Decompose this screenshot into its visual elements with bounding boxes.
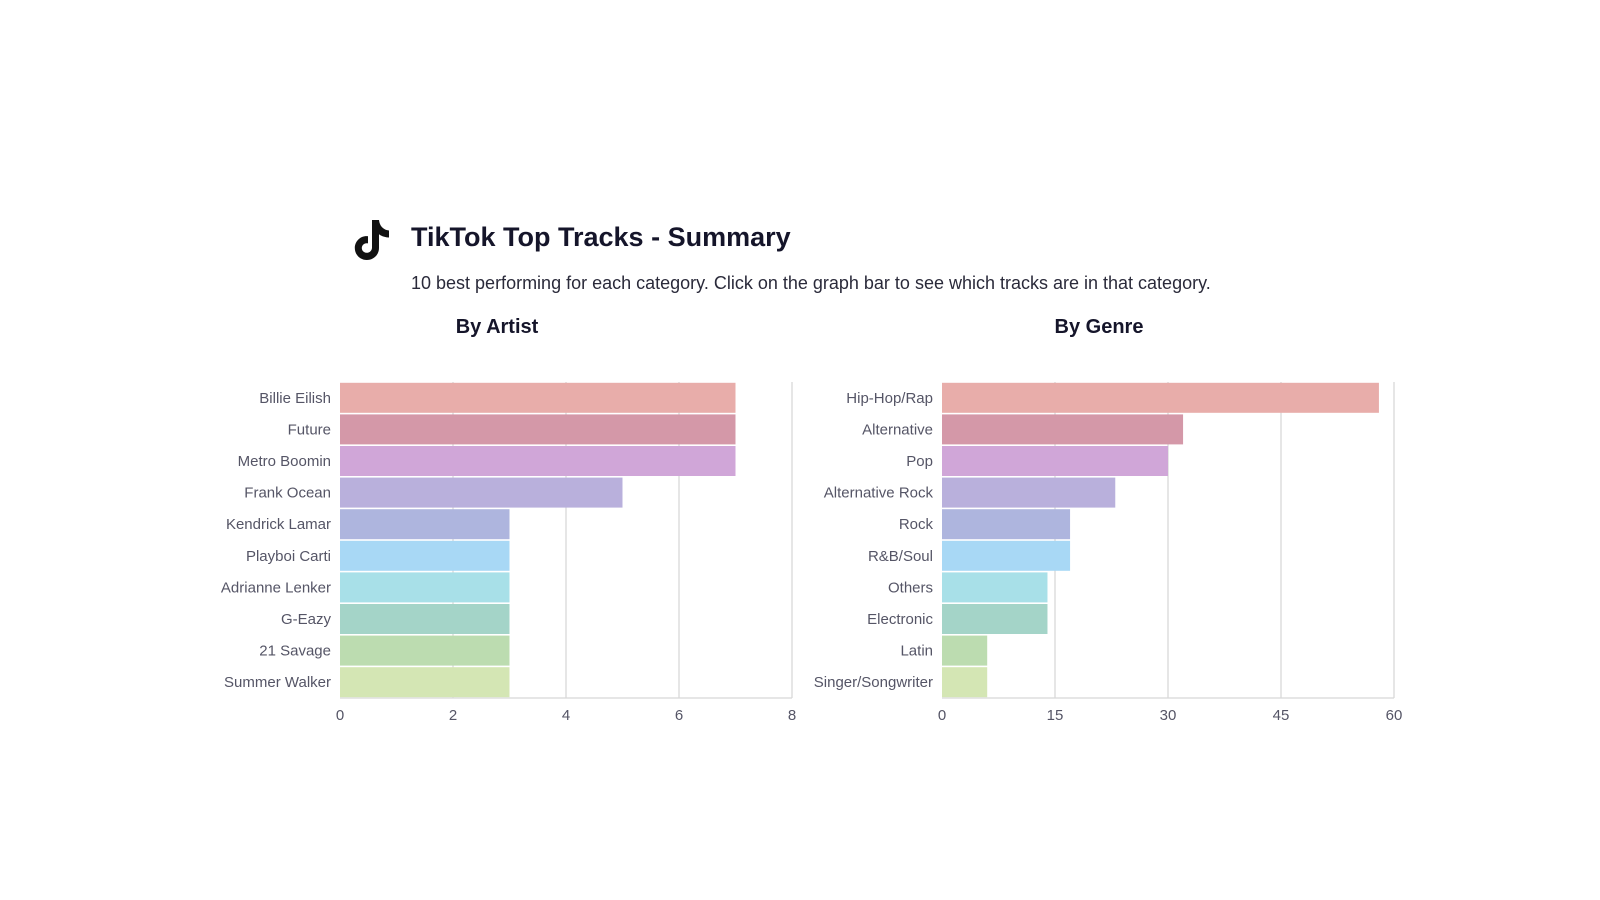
tiktok-logo-icon (354, 220, 389, 260)
page-title: TikTok Top Tracks - Summary (411, 222, 791, 252)
genre-category-label: Electronic (867, 611, 933, 628)
artist-tick-label: 6 (675, 707, 683, 724)
genre-bar[interactable] (942, 540, 1071, 571)
artist-category-label: Adrianne Lenker (221, 579, 331, 596)
genre-bar[interactable] (942, 509, 1071, 540)
artist-category-label: 21 Savage (259, 643, 331, 660)
genre-category-label: Singer/Songwriter (814, 674, 933, 691)
genre-tick-label: 45 (1273, 707, 1290, 724)
genre-tick-label: 30 (1160, 707, 1177, 724)
genre-category-label: Hip-Hop/Rap (846, 390, 933, 407)
artist-category-label: Frank Ocean (244, 485, 331, 502)
artist-category-label: Playboi Carti (246, 548, 331, 565)
genre-bar[interactable] (942, 477, 1116, 508)
artist-bar[interactable] (340, 604, 510, 634)
genre-bar[interactable] (942, 414, 1184, 445)
artist-tick-label: 2 (449, 707, 457, 724)
artist-bar[interactable] (340, 667, 510, 698)
genre-tick-label: 0 (938, 707, 946, 724)
genre-category-label: R&B/Soul (868, 548, 933, 565)
genre-tick-label: 15 (1047, 707, 1064, 724)
artist-category-label: Future (288, 421, 331, 438)
genre-bar[interactable] (942, 667, 988, 698)
page-subtitle: 10 best performing for each category. Cl… (411, 273, 1211, 293)
genre-category-label: Pop (906, 453, 933, 470)
artist-chart-title: By Artist (455, 316, 539, 338)
artist-tick-label: 4 (562, 707, 570, 724)
genre-category-label: Rock (899, 516, 934, 533)
genre-tick-label: 60 (1386, 707, 1403, 724)
artist-category-label: Kendrick Lamar (226, 516, 331, 533)
genre-category-label: Alternative (862, 421, 933, 438)
genre-bar[interactable] (942, 446, 1168, 476)
genre-chart-title: By Genre (1054, 316, 1144, 338)
artist-bar[interactable] (340, 477, 623, 508)
artist-bar[interactable] (340, 414, 736, 445)
artist-tick-label: 0 (336, 707, 344, 724)
artist-bar[interactable] (340, 572, 510, 603)
artist-bar[interactable] (340, 540, 510, 571)
genre-bar[interactable] (942, 572, 1048, 603)
genre-bar[interactable] (942, 382, 1379, 413)
genre-category-label: Latin (900, 643, 933, 660)
artist-bar[interactable] (340, 635, 510, 666)
artist-category-label: Summer Walker (224, 674, 331, 691)
artist-bar[interactable] (340, 509, 510, 540)
genre-bar[interactable] (942, 604, 1048, 634)
genre-category-label: Alternative Rock (824, 485, 934, 502)
artist-bar[interactable] (340, 382, 736, 413)
artist-bar[interactable] (340, 446, 736, 476)
genre-category-label: Others (888, 579, 933, 596)
artist-tick-label: 8 (788, 707, 796, 724)
genre-bar[interactable] (942, 635, 988, 666)
artist-category-label: Billie Eilish (259, 390, 331, 407)
artist-category-label: Metro Boomin (238, 453, 331, 470)
artist-category-label: G-Eazy (281, 611, 332, 628)
